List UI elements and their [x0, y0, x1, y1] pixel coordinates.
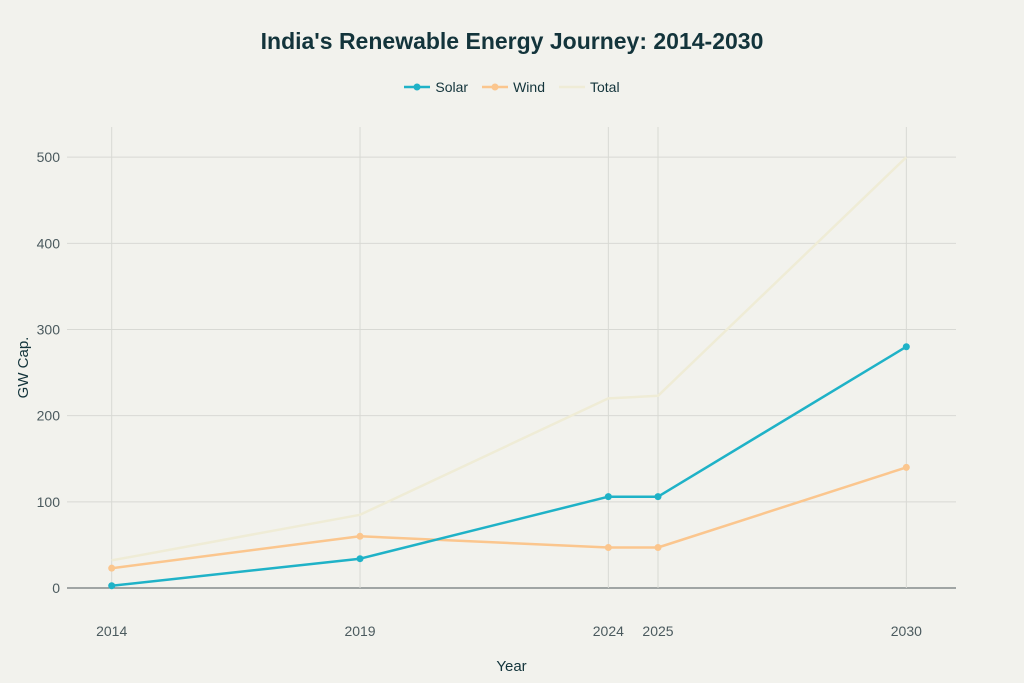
legend-label-wind: Wind	[513, 79, 545, 95]
series-line-total	[111, 156, 908, 562]
data-point-solar[interactable]	[654, 493, 662, 501]
legend-label-total: Total	[590, 79, 620, 95]
y-tick-label: 0	[52, 580, 60, 596]
data-point-wind[interactable]	[654, 544, 662, 552]
data-point-solar[interactable]	[356, 555, 364, 563]
legend-swatch-total	[559, 85, 585, 89]
x-axis-title: Year	[496, 658, 526, 675]
data-point-wind[interactable]	[108, 564, 116, 572]
series-layer	[108, 156, 910, 590]
series-line-wind	[111, 466, 907, 570]
y-tick-label: 200	[37, 408, 61, 424]
data-point-solar[interactable]	[108, 582, 116, 590]
x-tick-label: 2025	[642, 623, 673, 639]
y-tick-label: 400	[37, 235, 61, 251]
x-tick-label: 2024	[593, 623, 624, 639]
legend-swatch-solar	[404, 83, 431, 91]
legend: Solar Wind Total	[0, 79, 1024, 95]
y-axis-title: GW Cap.	[15, 337, 32, 399]
legend-item-wind[interactable]: Wind	[482, 79, 545, 95]
data-point-wind[interactable]	[356, 532, 364, 540]
series-line-solar	[111, 345, 907, 588]
legend-swatch-wind	[482, 83, 509, 91]
grid-layer	[67, 127, 956, 589]
legend-item-total[interactable]: Total	[559, 79, 620, 95]
legend-label-solar: Solar	[435, 79, 469, 95]
x-tick-label: 2019	[344, 623, 375, 639]
legend-marker-wind	[491, 83, 499, 91]
legend-marker-solar	[413, 83, 421, 91]
chart-title: India's Renewable Energy Journey: 2014-2…	[260, 28, 764, 54]
y-tick-label: 500	[37, 149, 61, 165]
data-point-solar[interactable]	[604, 493, 612, 501]
y-tick-label: 100	[37, 494, 61, 510]
data-point-wind[interactable]	[604, 544, 612, 552]
data-point-wind[interactable]	[902, 463, 910, 471]
tick-layer: 0 100 200 300 400 500 2014 2019 2024 2025 2030	[37, 149, 922, 639]
data-point-solar[interactable]	[902, 343, 910, 351]
y-tick-label: 300	[37, 321, 61, 337]
x-tick-label: 2030	[891, 623, 922, 639]
x-tick-label: 2014	[96, 623, 127, 639]
legend-item-solar[interactable]: Solar	[404, 79, 468, 95]
